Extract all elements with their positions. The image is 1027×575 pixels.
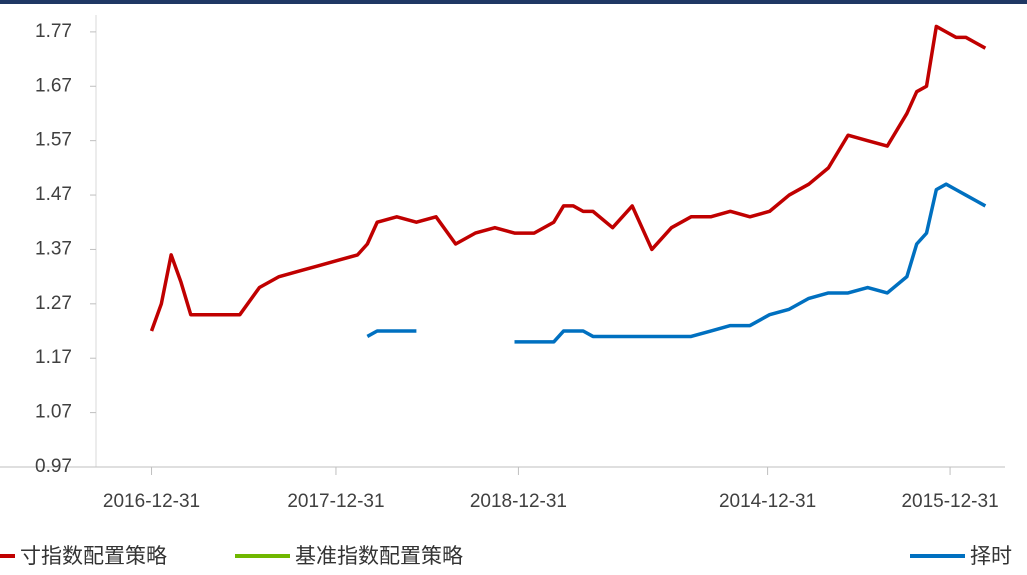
series-line (366, 329, 417, 338)
legend-label: 寸指数配置策略 (20, 544, 167, 568)
series-line (514, 182, 987, 344)
series-line (149, 24, 987, 332)
legend-label: 基准指数配置策略 (295, 544, 463, 568)
y-tick-label: 1.17 (35, 347, 72, 368)
x-tick-label: 2015-12-31 (901, 491, 998, 512)
y-tick-label: 1.07 (35, 402, 72, 423)
legend: 寸指数配置策略 基准指数配置策略 择时 (0, 544, 1012, 568)
y-tick-label: 1.47 (35, 184, 72, 205)
y-tick-label: 0.97 (35, 456, 72, 477)
x-tick-label: 2018-12-31 (470, 491, 567, 512)
top-border (0, 0, 1027, 4)
y-tick-label: 1.37 (35, 238, 72, 259)
x-tick-label: 2014-12-31 (719, 491, 816, 512)
y-tick-label: 1.67 (35, 75, 72, 96)
y-tick-label: 1.57 (35, 130, 72, 151)
x-tick-label: 2016-12-31 (103, 491, 200, 512)
x-tick-label: 2017-12-31 (287, 491, 384, 512)
y-tick-label: 1.77 (35, 21, 72, 42)
legend-label: 择时 (970, 544, 1012, 568)
y-tick-label: 1.27 (35, 293, 72, 314)
